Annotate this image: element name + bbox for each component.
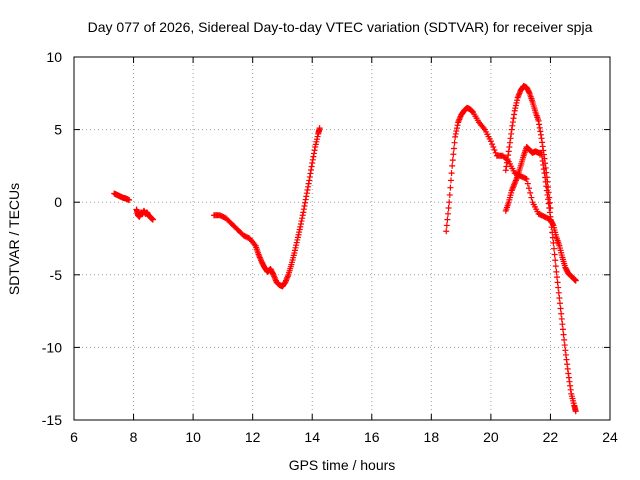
- data-point: [556, 295, 563, 302]
- data-point: [553, 274, 560, 281]
- data-point: [556, 300, 563, 307]
- data-point: [551, 245, 558, 252]
- data-point: [450, 145, 457, 152]
- data-point: [558, 310, 565, 317]
- x-tick-label: 22: [543, 429, 559, 445]
- data-point: [561, 342, 568, 349]
- x-tick-label: 6: [70, 429, 78, 445]
- data-point: [448, 170, 455, 177]
- data-point: [526, 185, 533, 192]
- data-point: [545, 189, 552, 196]
- data-point: [316, 125, 323, 132]
- data-point: [443, 228, 450, 235]
- plot-frame: [73, 56, 611, 421]
- y-tick-label: -15: [42, 412, 62, 428]
- x-tick-label: 14: [304, 429, 320, 445]
- data-point: [445, 205, 452, 212]
- data-point: [528, 194, 535, 201]
- y-tick-label: 5: [54, 122, 62, 138]
- data-point: [451, 139, 458, 146]
- data-point: [449, 162, 456, 169]
- data-point: [489, 141, 496, 148]
- data-point: [523, 175, 530, 182]
- y-tick-label: 0: [54, 194, 62, 210]
- data-point: [553, 268, 560, 275]
- data-point: [572, 277, 579, 284]
- data-point: [560, 331, 567, 338]
- x-axis-label: GPS time / hours: [289, 457, 396, 473]
- x-tick-label: 16: [364, 429, 380, 445]
- data-point: [558, 315, 565, 322]
- data-point: [559, 326, 566, 333]
- x-tick-label: 20: [483, 429, 499, 445]
- chart-title: Day 077 of 2026, Sidereal Day-to-day VTE…: [88, 19, 593, 35]
- x-tick-label: 10: [185, 429, 201, 445]
- series-segment-1: [111, 190, 133, 204]
- data-point: [443, 222, 450, 229]
- data-point: [552, 257, 559, 264]
- data-point: [554, 279, 561, 286]
- data-point: [126, 197, 133, 204]
- data-point: [490, 144, 497, 151]
- data-point: [546, 199, 553, 206]
- data-point: [449, 157, 456, 164]
- data-point: [572, 408, 579, 415]
- data-point: [555, 284, 562, 291]
- y-tick-label: -10: [42, 339, 62, 355]
- data-point: [527, 189, 534, 196]
- data-point: [547, 213, 554, 220]
- y-tick-label: 10: [46, 49, 62, 65]
- data-point: [548, 218, 555, 225]
- data-point: [559, 321, 566, 328]
- data-point: [552, 263, 559, 270]
- data-point: [487, 138, 494, 145]
- data-point: [524, 180, 531, 187]
- data-point: [555, 289, 562, 296]
- data-point: [549, 229, 556, 236]
- data-point: [549, 234, 556, 241]
- series-segment-6: [502, 83, 554, 212]
- data-points: [111, 83, 579, 415]
- data-point: [446, 199, 453, 206]
- data-point: [445, 210, 452, 217]
- series-segment-5: [502, 144, 579, 415]
- y-tick-label: -5: [50, 267, 63, 283]
- data-point: [447, 177, 454, 184]
- data-point: [561, 336, 568, 343]
- data-point: [551, 251, 558, 258]
- x-tick-label: 8: [130, 429, 138, 445]
- x-tick-label: 18: [424, 429, 440, 445]
- data-point: [547, 205, 554, 212]
- data-point: [550, 239, 557, 246]
- data-point: [446, 191, 453, 198]
- data-point: [545, 184, 552, 191]
- grid: [74, 57, 610, 420]
- x-tick-label: 24: [602, 429, 618, 445]
- data-point: [546, 194, 553, 201]
- data-point: [548, 224, 555, 231]
- y-axis-label: SDTVAR / TECUs: [6, 183, 22, 295]
- data-point: [557, 305, 564, 312]
- axis-ticks: 6 8 10 12 14 16 18 20 22 24 -15 -10 -5 0 5 10: [42, 49, 618, 445]
- x-tick-label: 12: [245, 429, 261, 445]
- data-point: [149, 216, 156, 223]
- series-segment-3: [210, 125, 323, 290]
- data-point: [447, 184, 454, 191]
- series-segment-2: [133, 206, 156, 223]
- data-point: [491, 146, 498, 153]
- data-point: [450, 151, 457, 158]
- data-point: [444, 216, 451, 223]
- data-point: [544, 178, 551, 185]
